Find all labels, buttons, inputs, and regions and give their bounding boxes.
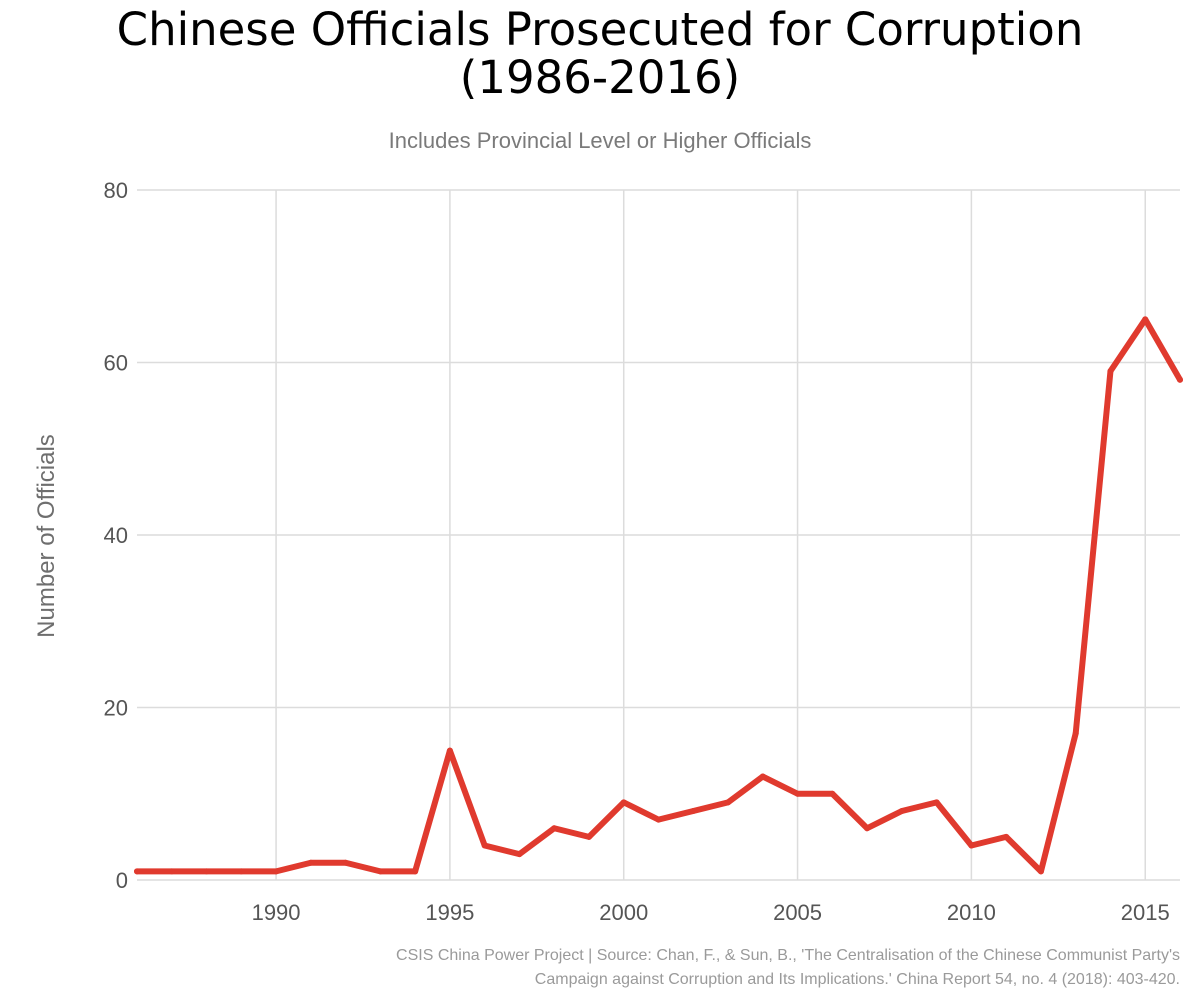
data-point — [1142, 316, 1149, 323]
data-point — [655, 816, 662, 823]
x-tick-label: 2000 — [599, 900, 648, 925]
chart-title-line-2: (1986-2016) — [459, 51, 741, 104]
gridlines — [137, 189, 1180, 881]
data-point — [342, 859, 349, 866]
chart-title-line-1: Chinese Officials Prosecuted for Corrupt… — [116, 3, 1084, 56]
data-point — [725, 799, 732, 806]
data-point — [307, 859, 314, 866]
data-point — [898, 808, 905, 814]
data-point — [273, 868, 280, 875]
data-point — [516, 851, 523, 858]
data-point — [1072, 730, 1079, 737]
data-point — [1177, 376, 1183, 383]
chart-subtitle: Includes Provincial Level or Higher Offi… — [388, 128, 812, 153]
data-point — [134, 868, 140, 875]
x-tick-label: 1990 — [252, 900, 301, 925]
x-tick-label: 2015 — [1121, 900, 1170, 925]
series-group — [134, 316, 1183, 875]
source-line-1: CSIS China Power Project | Source: Chan,… — [396, 947, 1180, 964]
x-axis-ticks: 1990 1995 2000 2005 2010 2015 — [252, 900, 1170, 925]
y-tick-label: 20 — [104, 696, 128, 721]
y-axis-label: Number of Officials — [33, 434, 60, 638]
y-axis-ticks: 0 20 40 60 80 — [104, 178, 128, 893]
chart-title: Chinese Officials Prosecuted for Corrupt… — [0, 6, 1200, 102]
y-tick-label: 80 — [104, 178, 128, 203]
data-point — [238, 868, 245, 875]
data-point — [377, 868, 384, 875]
y-tick-label: 60 — [104, 351, 128, 376]
data-point — [412, 868, 419, 875]
data-point — [203, 868, 210, 875]
data-point — [759, 773, 766, 780]
x-tick-label: 2010 — [947, 900, 996, 925]
data-point — [1037, 868, 1044, 875]
x-tick-label: 1995 — [425, 900, 474, 925]
data-point — [1003, 833, 1010, 840]
data-point — [446, 747, 453, 754]
y-tick-label: 40 — [104, 523, 128, 548]
data-point — [933, 799, 940, 806]
y-tick-label: 0 — [116, 868, 128, 893]
data-point — [585, 833, 592, 840]
data-point — [551, 825, 558, 832]
data-point — [690, 808, 697, 814]
data-point — [620, 799, 627, 806]
data-point — [829, 790, 836, 797]
source-line-2: Campaign against Corruption and Its Impl… — [534, 971, 1180, 988]
data-point — [168, 868, 175, 875]
x-tick-label: 2005 — [773, 900, 822, 925]
data-point — [864, 825, 871, 832]
data-point — [968, 842, 975, 849]
series-line — [134, 316, 1183, 875]
data-point — [481, 842, 488, 849]
source-note: CSIS China Power Project | Source: Chan,… — [396, 944, 1180, 992]
data-point — [794, 790, 801, 797]
data-point — [1107, 368, 1114, 375]
